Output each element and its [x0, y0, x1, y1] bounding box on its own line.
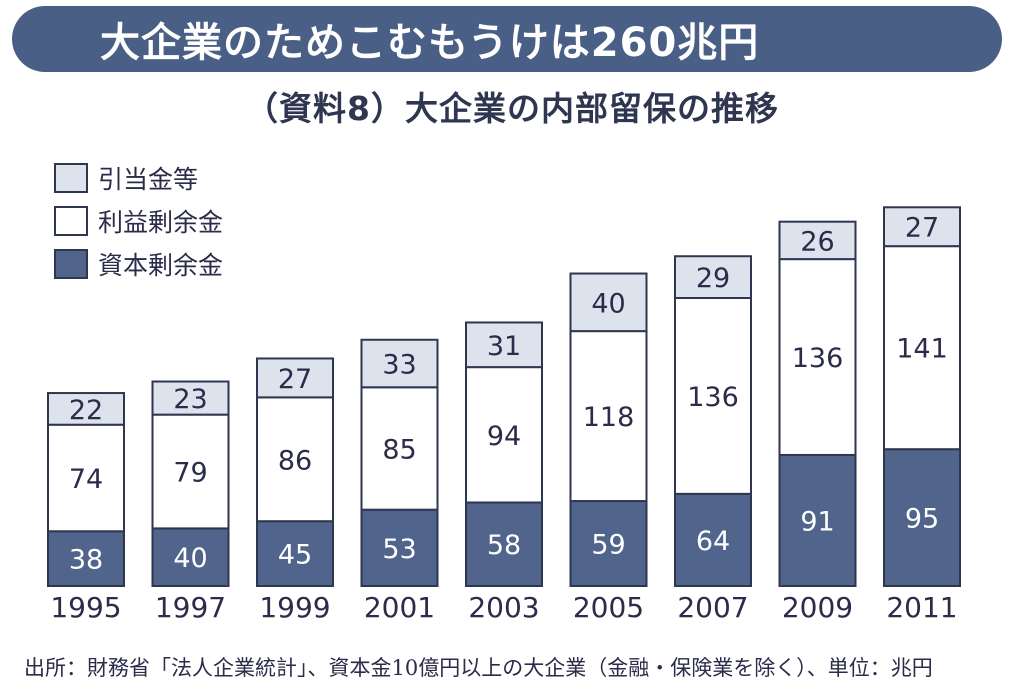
bar-segment-retained-earnings-2007	[674, 297, 752, 495]
x-tick-label-1997: 1997	[155, 591, 226, 624]
bar-segment-provisions-1997	[151, 380, 230, 416]
bar-segment-capital-surplus-1999	[256, 520, 334, 588]
chart-subtitle: （資料8）大企業の内部留保の推移	[245, 89, 779, 128]
legend-label-retained-earnings: 利益剰余金	[98, 207, 224, 237]
x-tick-label-2011: 2011	[886, 591, 957, 624]
bar-segment-provisions-2003	[465, 321, 543, 369]
data-label-provisions-2001: 33	[382, 350, 416, 381]
bar-segment-provisions-2005	[569, 272, 648, 333]
bar-segment-provisions-2007	[674, 255, 752, 299]
data-label-retained-earnings-1995: 74	[69, 464, 103, 495]
bar-segment-capital-surplus-2001	[360, 508, 439, 587]
data-label-retained-earnings-2001: 85	[382, 434, 416, 465]
bar-segment-retained-earnings-1995	[47, 423, 125, 533]
data-label-retained-earnings-2005: 118	[583, 402, 635, 433]
bar-segment-retained-earnings-1999	[256, 396, 334, 523]
legend-item-capital-surplus: 資本剰余金	[54, 242, 223, 285]
data-label-provisions-2009: 26	[800, 226, 834, 257]
chart-title: 大企業のためこむもうけは260兆円	[100, 20, 760, 66]
legend-swatch-capital-surplus	[54, 248, 88, 279]
data-label-capital-surplus-1995: 38	[69, 545, 103, 576]
data-label-retained-earnings-1999: 86	[278, 445, 312, 476]
bar-segment-capital-surplus-2005	[569, 500, 648, 588]
bar-segment-provisions-1995	[47, 392, 125, 426]
bar-segment-capital-surplus-2003	[465, 501, 543, 588]
bar-segment-capital-surplus-2007	[674, 492, 752, 587]
data-label-provisions-2007: 29	[696, 263, 730, 294]
data-label-retained-earnings-2007: 136	[687, 382, 739, 413]
bar-segment-capital-surplus-2009	[778, 453, 857, 587]
bar-segment-retained-earnings-2009	[778, 258, 857, 456]
data-label-provisions-1997: 23	[173, 384, 207, 415]
legend-item-retained-earnings: 利益剰余金	[54, 199, 223, 242]
legend-swatch-retained-earnings	[54, 205, 88, 236]
bar-segment-provisions-1999	[256, 357, 334, 399]
data-label-capital-surplus-2009: 91	[800, 506, 834, 537]
bar-segment-retained-earnings-2011	[883, 245, 961, 451]
data-label-capital-surplus-1997: 40	[173, 543, 207, 574]
title-banner: 大企業のためこむもうけは260兆円	[12, 6, 1002, 72]
x-tick-label-2003: 2003	[468, 591, 539, 624]
data-label-capital-surplus-2003: 58	[487, 530, 521, 561]
bar-segment-retained-earnings-2003	[465, 366, 543, 504]
data-label-provisions-2003: 31	[487, 331, 521, 362]
data-label-provisions-2011: 27	[905, 213, 939, 244]
data-label-retained-earnings-2003: 94	[487, 421, 521, 452]
source-note: 出所：財務省「法人企業統計」、資本金10億円以上の大企業（金融・保険業を除く）、…	[24, 656, 933, 680]
x-tick-label-1999: 1999	[259, 591, 330, 624]
data-label-retained-earnings-2009: 136	[792, 343, 844, 374]
legend-item-provisions: 引当金等	[54, 156, 223, 199]
bar-segment-capital-surplus-1997	[151, 527, 230, 588]
x-tick-label-1995: 1995	[50, 591, 121, 624]
data-label-retained-earnings-2011: 141	[896, 334, 948, 365]
legend-swatch-provisions	[54, 162, 88, 193]
legend: 引当金等 利益剰余金 資本剰余金	[54, 156, 223, 285]
data-label-retained-earnings-1997: 79	[173, 458, 207, 489]
bar-segment-provisions-2001	[360, 338, 439, 389]
bar-segment-retained-earnings-2005	[569, 330, 648, 503]
x-tick-label-2007: 2007	[677, 591, 748, 624]
x-tick-label-2005: 2005	[573, 591, 644, 624]
data-label-provisions-1995: 22	[69, 395, 103, 426]
data-label-capital-surplus-2011: 95	[905, 504, 939, 535]
x-tick-label-2009: 2009	[782, 591, 853, 624]
data-label-capital-surplus-2007: 64	[696, 526, 730, 557]
x-tick-label-2001: 2001	[364, 591, 435, 624]
bar-segment-retained-earnings-2001	[360, 386, 439, 511]
legend-label-capital-surplus: 資本剰余金	[98, 250, 224, 280]
data-label-capital-surplus-2005: 59	[591, 530, 625, 561]
bar-segment-provisions-2011	[883, 206, 961, 248]
data-label-capital-surplus-1999: 45	[278, 540, 312, 571]
data-label-capital-surplus-2001: 53	[382, 534, 416, 565]
bar-segment-provisions-2009	[778, 220, 857, 261]
data-label-provisions-2005: 40	[591, 288, 625, 319]
data-label-provisions-1999: 27	[278, 364, 312, 395]
legend-label-provisions: 引当金等	[98, 164, 199, 194]
bar-segment-capital-surplus-2011	[883, 448, 961, 588]
